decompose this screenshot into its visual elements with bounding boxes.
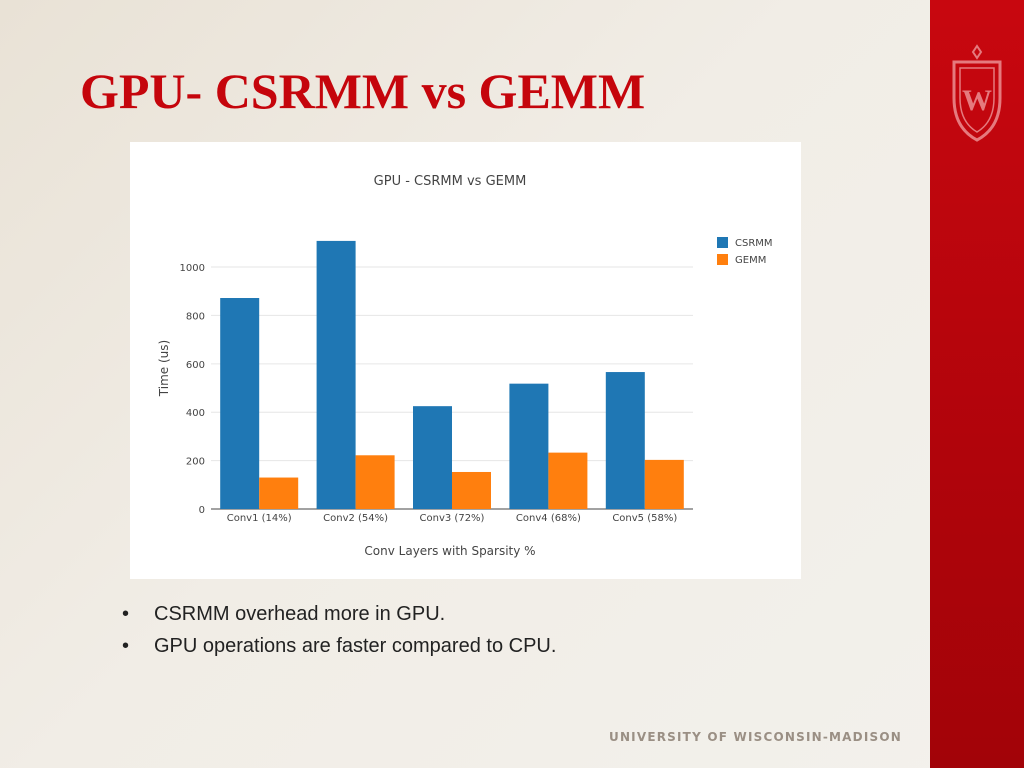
bullet-dot-icon: • — [122, 635, 130, 657]
legend-label: CSRMM — [735, 238, 773, 249]
x-tick-label: Conv1 (14%) — [227, 513, 292, 524]
bar-csrmm — [413, 406, 452, 509]
x-tick-label: Conv2 (54%) — [323, 513, 388, 524]
bar-gemm — [259, 477, 299, 509]
chart-panel: GPU - CSRMM vs GEMM Conv Layers with Spa… — [130, 142, 801, 579]
x-tick-label: Conv3 (72%) — [420, 513, 485, 524]
y-tick-label: 1000 — [180, 263, 205, 274]
bullet-item: • GPU operations are faster compared to C… — [118, 630, 556, 662]
bar-chart: GPU - CSRMM vs GEMM Conv Layers with Spa… — [157, 174, 773, 558]
x-axis-label: Conv Layers with Sparsity % — [364, 544, 535, 558]
uw-crest-icon: W — [952, 44, 1002, 142]
chart-title: GPU - CSRMM vs GEMM — [374, 174, 527, 189]
red-sidebar — [930, 0, 1024, 768]
bar-gemm — [355, 455, 395, 509]
legend-swatch — [717, 254, 728, 265]
bullet-item: • CSRMM overhead more in GPU. — [118, 598, 556, 630]
bullet-text: GPU operations are faster compared to CP… — [154, 635, 557, 657]
legend-label: GEMM — [735, 255, 766, 266]
university-footer: UNIVERSITY OF WISCONSIN-MADISON — [609, 730, 902, 744]
y-axis-label: Time (us) — [157, 340, 171, 397]
bar-csrmm — [316, 240, 356, 509]
slide-title: GPU- CSRMM vs GEMM — [80, 63, 646, 119]
crest-letter: W — [962, 84, 992, 117]
x-tick-label: Conv5 (58%) — [612, 513, 677, 524]
bullet-list: • CSRMM overhead more in GPU. • GPU operat… — [118, 598, 556, 662]
bar-gemm — [548, 452, 588, 509]
bullet-text: CSRMM overhead more in GPU. — [154, 603, 446, 625]
x-tick-label: Conv4 (68%) — [516, 513, 581, 524]
legend-swatch — [717, 237, 728, 248]
y-tick-label: 600 — [186, 360, 205, 371]
bar-csrmm — [220, 298, 260, 509]
bar-csrmm — [509, 383, 549, 509]
y-tick-label: 400 — [186, 408, 205, 419]
bar-gemm — [644, 459, 684, 509]
bullet-dot-icon: • — [122, 603, 130, 625]
y-tick-label: 200 — [186, 457, 205, 468]
y-tick-label: 800 — [186, 311, 205, 322]
bar-csrmm — [605, 372, 645, 509]
bar-gemm — [452, 471, 491, 509]
y-tick-label: 0 — [199, 505, 205, 516]
